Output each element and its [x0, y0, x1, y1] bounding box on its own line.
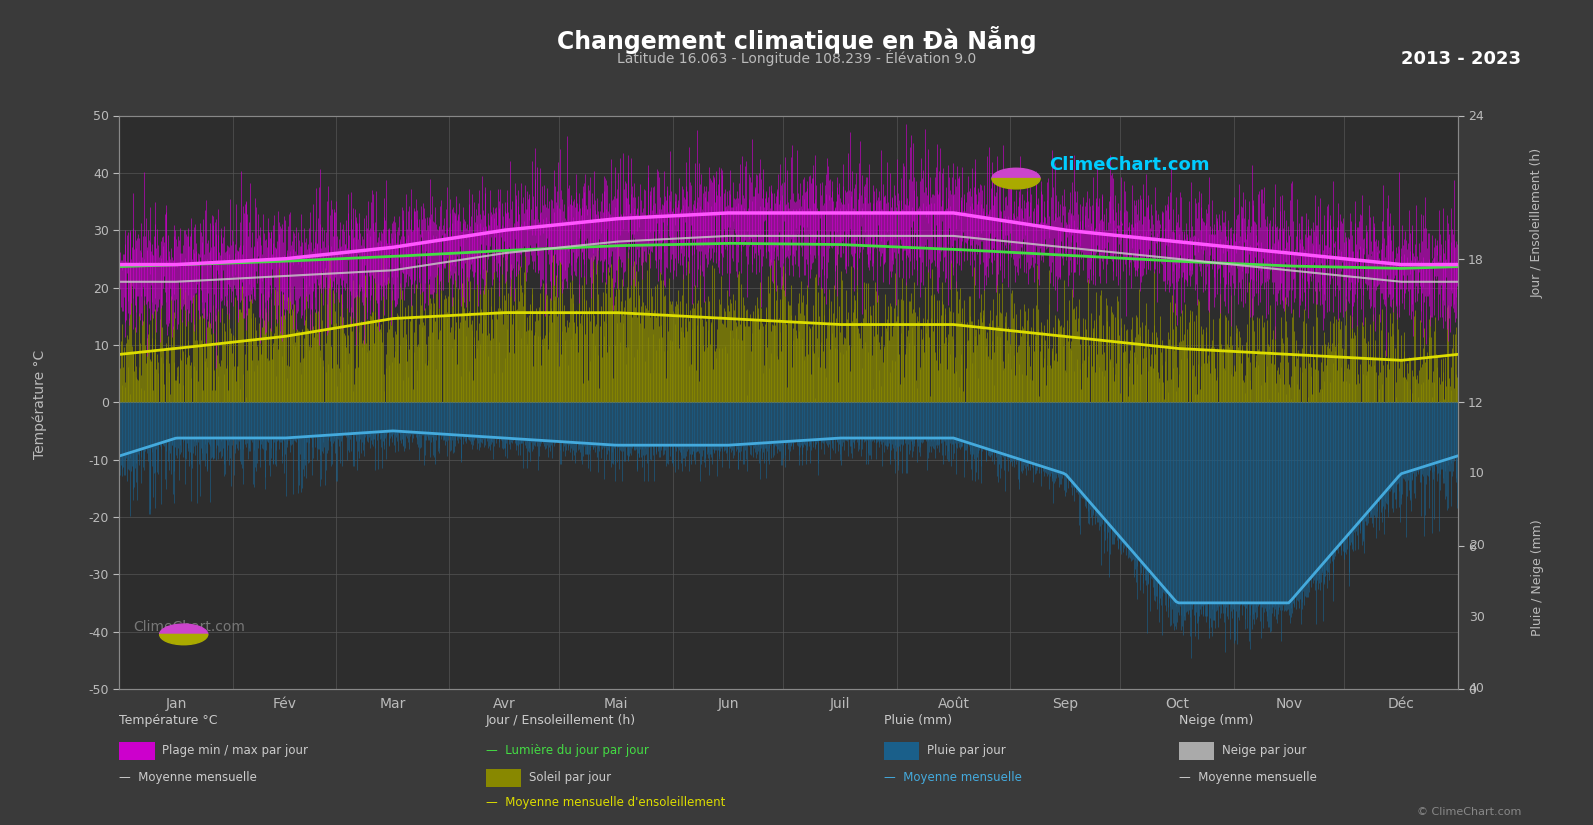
Text: ClimeChart.com: ClimeChart.com: [132, 620, 245, 634]
Text: 10: 10: [1469, 467, 1485, 480]
Text: —  Lumière du jour par jour: — Lumière du jour par jour: [486, 744, 648, 757]
Text: Changement climatique en Đà Nẵng: Changement climatique en Đà Nẵng: [556, 26, 1037, 54]
Wedge shape: [992, 178, 1040, 189]
Text: Neige (mm): Neige (mm): [1179, 714, 1254, 727]
Text: ClimeChart.com: ClimeChart.com: [1050, 156, 1211, 173]
Text: Jour / Ensoleillement (h): Jour / Ensoleillement (h): [486, 714, 636, 727]
Text: © ClimeChart.com: © ClimeChart.com: [1416, 807, 1521, 817]
Text: Pluie (mm): Pluie (mm): [884, 714, 953, 727]
Text: —  Moyenne mensuelle: — Moyenne mensuelle: [1179, 771, 1317, 785]
Text: Pluie par jour: Pluie par jour: [927, 744, 1005, 757]
Text: 20: 20: [1469, 539, 1485, 552]
Text: —  Moyenne mensuelle: — Moyenne mensuelle: [884, 771, 1023, 785]
Wedge shape: [159, 624, 207, 634]
Text: 2013 - 2023: 2013 - 2023: [1402, 50, 1521, 68]
Text: —  Moyenne mensuelle: — Moyenne mensuelle: [119, 771, 258, 785]
Text: Plage min / max par jour: Plage min / max par jour: [162, 744, 309, 757]
Text: —  Moyenne mensuelle d'ensoleillement: — Moyenne mensuelle d'ensoleillement: [486, 796, 725, 809]
Text: Pluie / Neige (mm): Pluie / Neige (mm): [1531, 519, 1544, 636]
Wedge shape: [992, 168, 1040, 178]
Text: Température °C: Température °C: [119, 714, 218, 727]
Wedge shape: [159, 634, 207, 644]
Text: Jour / Ensoleillement (h): Jour / Ensoleillement (h): [1531, 148, 1544, 298]
Text: Latitude 16.063 - Longitude 108.239 - Élévation 9.0: Latitude 16.063 - Longitude 108.239 - Él…: [616, 50, 977, 65]
Text: 40: 40: [1469, 682, 1485, 695]
Text: 30: 30: [1469, 610, 1485, 624]
Text: Neige par jour: Neige par jour: [1222, 744, 1306, 757]
Text: Température °C: Température °C: [32, 350, 48, 459]
Text: Soleil par jour: Soleil par jour: [529, 771, 612, 785]
